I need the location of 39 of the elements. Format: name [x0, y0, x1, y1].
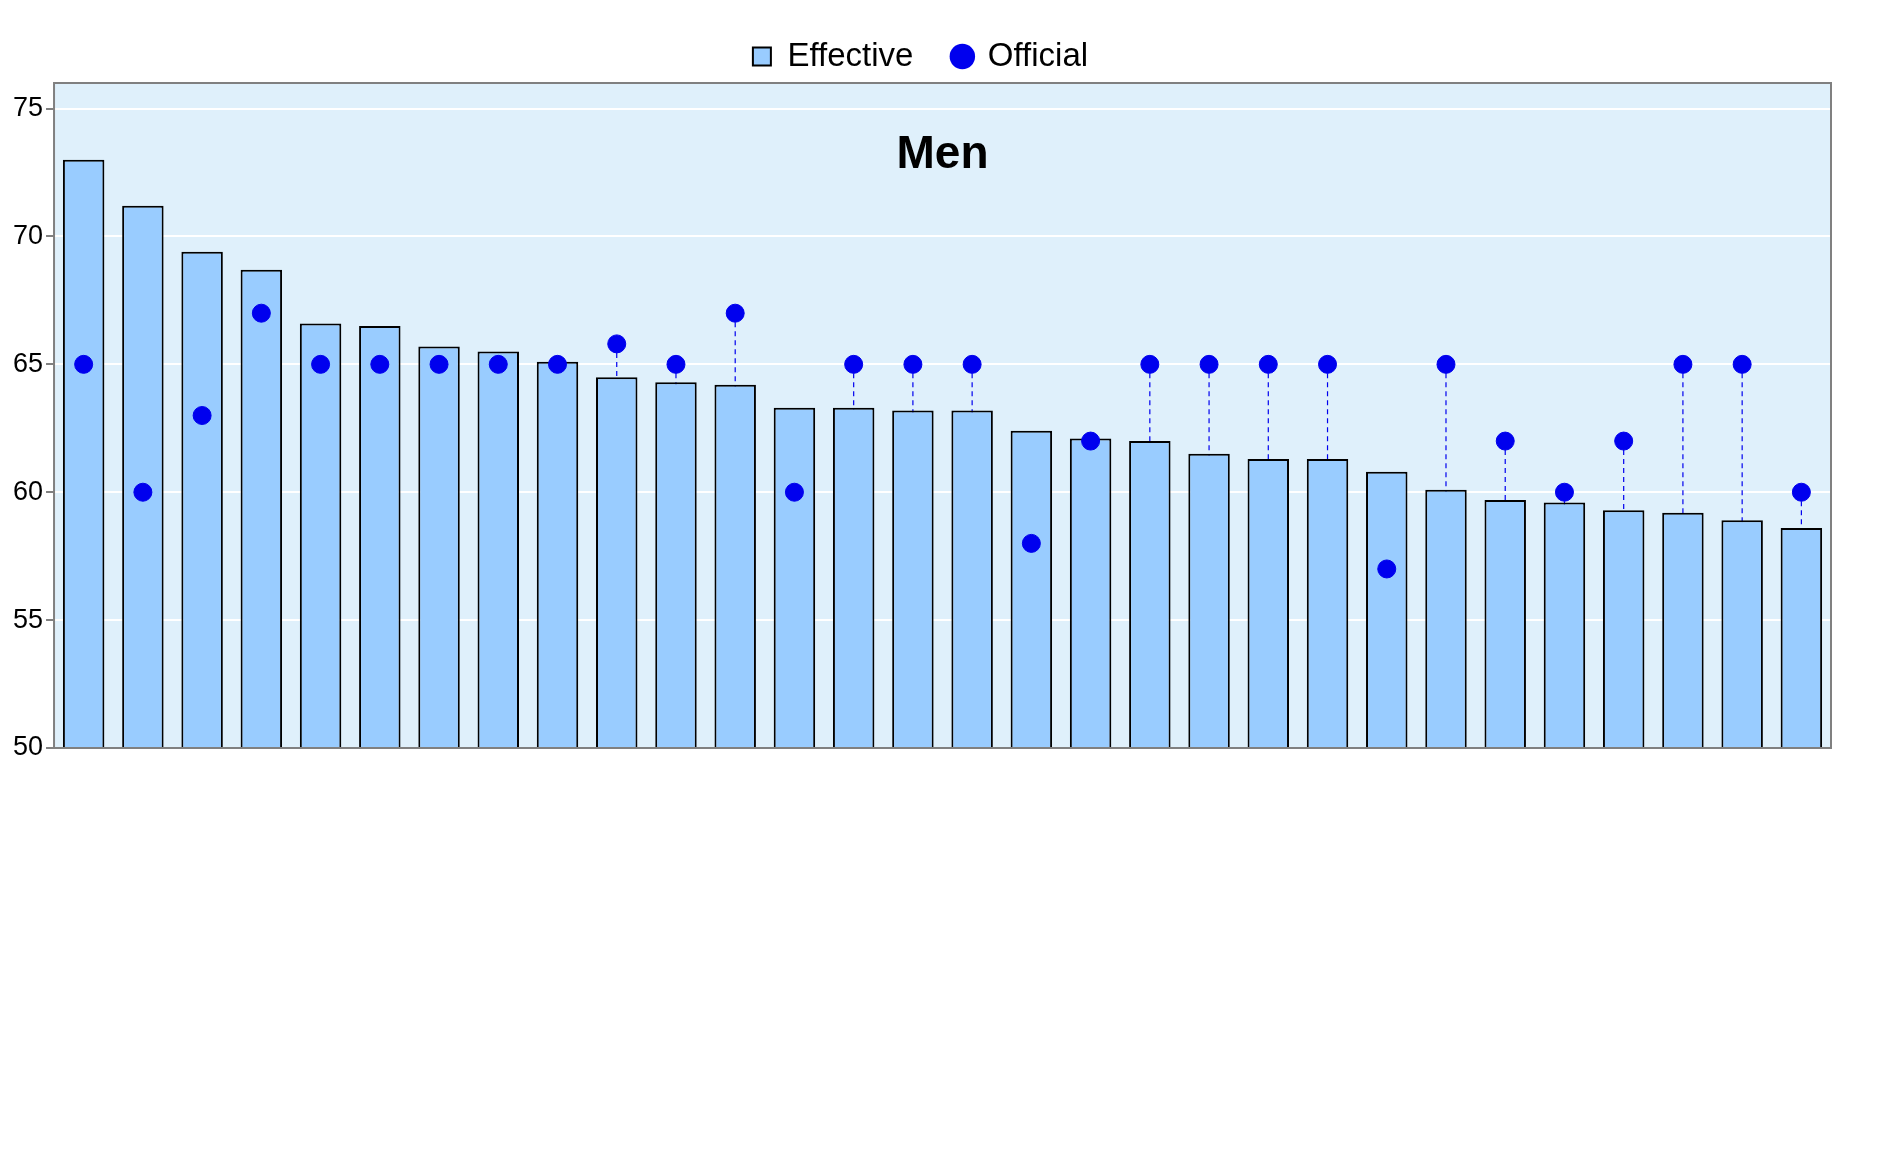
point [1081, 431, 1101, 451]
point [1318, 354, 1338, 374]
point [1673, 354, 1693, 374]
y-tick-label: 75 [12, 92, 44, 123]
point [1199, 354, 1219, 374]
point [1614, 431, 1634, 451]
point [1732, 354, 1752, 374]
point [370, 354, 390, 374]
point [429, 354, 449, 374]
point [192, 406, 212, 425]
point [1436, 354, 1456, 374]
point [725, 303, 745, 323]
point [962, 354, 982, 374]
point [74, 354, 94, 374]
point [1377, 559, 1397, 579]
point [844, 354, 864, 374]
y-tick-label: 50 [12, 731, 44, 762]
y-tick-label: 55 [12, 603, 44, 634]
point [1258, 354, 1278, 374]
text: Men [896, 125, 989, 178]
point [548, 354, 568, 374]
y-tick-label: 65 [12, 347, 44, 378]
point [607, 334, 627, 354]
point [1140, 354, 1160, 374]
point [1021, 533, 1041, 553]
point [133, 482, 153, 502]
y-tick-label: 60 [12, 475, 44, 506]
point [251, 303, 271, 323]
legend-label: Effective [787, 35, 914, 73]
legend-label: Official [987, 35, 1089, 73]
point [1554, 482, 1574, 502]
point [1791, 482, 1811, 502]
point [903, 354, 923, 374]
y-tick-label: 70 [12, 219, 44, 250]
point [311, 354, 331, 374]
point [1495, 431, 1515, 451]
point [488, 354, 508, 374]
point [666, 354, 686, 374]
point [784, 482, 804, 502]
